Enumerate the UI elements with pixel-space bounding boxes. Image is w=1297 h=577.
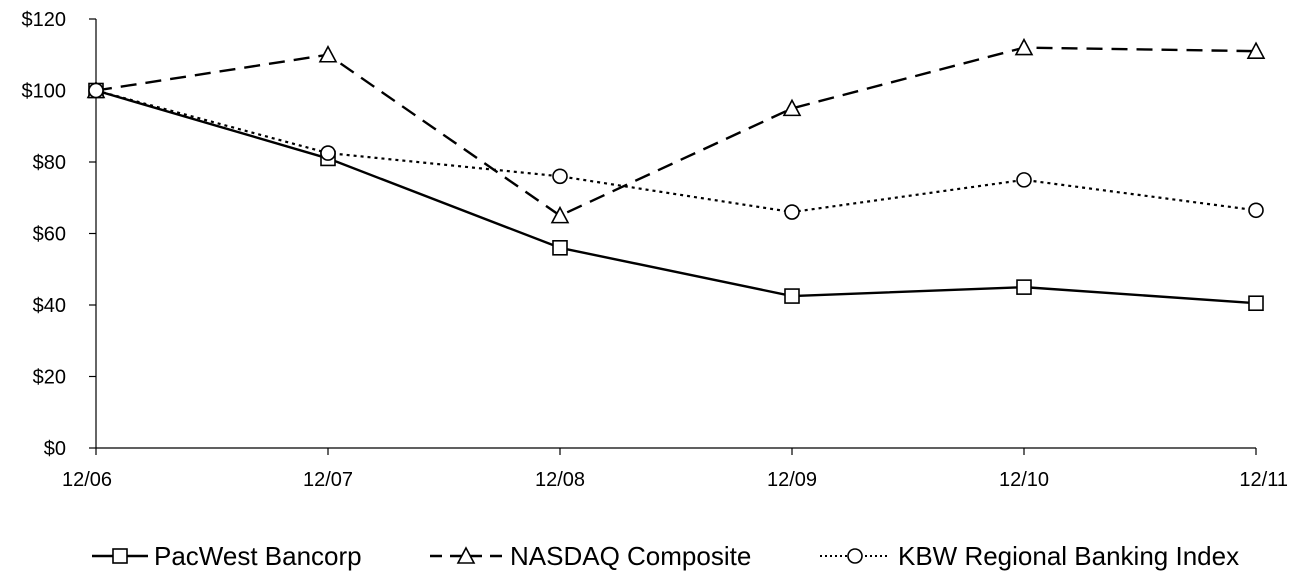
data-point-circle	[1016, 172, 1032, 188]
data-point-square	[1248, 295, 1264, 312]
x-tick-label: 12/10	[999, 469, 1049, 491]
y-tick-label: $0	[44, 438, 66, 460]
x-tick-label: 12/09	[767, 469, 817, 491]
legend-item-kbw: KBW Regional Banking Index	[820, 541, 1239, 571]
legend-marker-square	[112, 548, 128, 564]
x-axis: 12/06 12/07 12/08 12/09 12/10 12/11	[62, 447, 1288, 491]
legend-marker-circle	[847, 548, 863, 564]
series-markers	[86, 37, 1266, 312]
legend-item-nasdaq: NASDAQ Composite	[430, 541, 751, 571]
legend: PacWest Bancorp NASDAQ Composite KBW Reg…	[92, 541, 1239, 571]
x-tick-label: 12/11	[1239, 469, 1288, 491]
series-line-3	[95, 89, 1257, 214]
legend-label-kbw: KBW Regional Banking Index	[898, 541, 1239, 571]
data-point-circle	[88, 82, 104, 99]
x-tick-label: 12/08	[535, 469, 585, 491]
x-tick-label: 12/07	[303, 469, 353, 491]
data-point-triangle	[1014, 37, 1034, 56]
series-line-1	[95, 89, 1257, 305]
data-point-triangle	[550, 205, 570, 224]
data-point-square	[552, 240, 568, 256]
legend-marker-triangle	[456, 546, 476, 564]
series-line-2	[95, 46, 1257, 217]
y-tick-label: $60	[33, 224, 66, 246]
y-tick-label: $120	[22, 9, 67, 31]
legend-item-pacwest: PacWest Bancorp	[92, 541, 362, 571]
y-axis: $0 $20 $40 $60 $80 $100 $120	[22, 9, 97, 460]
y-tick-label: $40	[33, 295, 66, 317]
x-tick-label: 12/06	[62, 469, 112, 491]
data-point-triangle	[782, 98, 802, 117]
data-point-circle	[784, 204, 800, 220]
legend-label-pacwest: PacWest Bancorp	[154, 541, 362, 571]
data-point-circle	[552, 168, 568, 185]
data-point-square	[1016, 279, 1032, 295]
data-point-square	[784, 288, 800, 304]
data-point-triangle	[318, 45, 338, 63]
y-tick-label: $100	[22, 81, 67, 103]
series-lines	[95, 46, 1257, 305]
legend-label-nasdaq: NASDAQ Composite	[510, 541, 751, 571]
data-point-circle	[1248, 202, 1264, 219]
y-tick-label: $20	[33, 367, 66, 389]
data-point-triangle	[1246, 41, 1266, 59]
data-point-circle	[320, 145, 336, 161]
y-tick-label: $80	[33, 152, 66, 174]
